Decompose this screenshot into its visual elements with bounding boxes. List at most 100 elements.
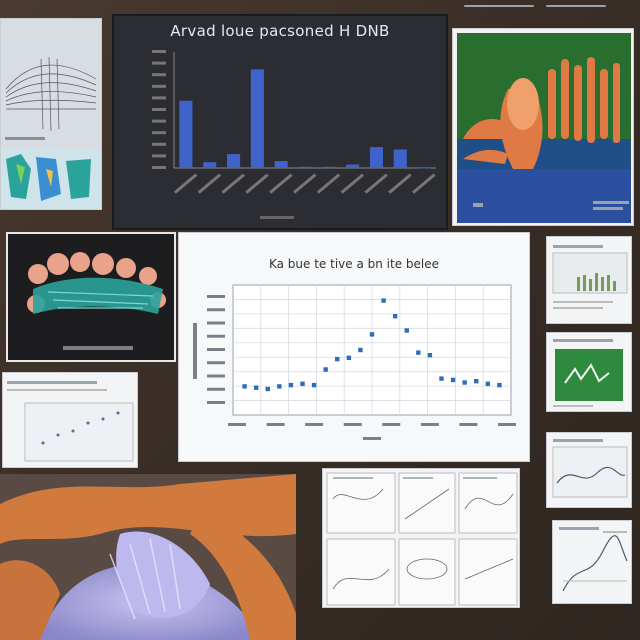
bar (393, 149, 407, 168)
scatter-y-tick-mark (207, 387, 225, 391)
data-point (335, 356, 340, 362)
bar-x-tick-mark (412, 173, 436, 194)
scatter-y-tick-mark (207, 401, 225, 404)
scatter-x-tick-mark (498, 423, 516, 426)
bar-x-tick-mark (316, 173, 341, 194)
data-point (288, 382, 294, 388)
bar-chart-title: Arvad loue pacsoned H DNB (170, 22, 390, 40)
bar (322, 166, 336, 168)
small-chart-graphic (7, 381, 134, 462)
bar (226, 154, 241, 168)
data-point (300, 381, 305, 386)
wall-top-strip (456, 0, 640, 14)
sketch-illustration (1, 19, 101, 209)
macro-coral-photo (0, 474, 296, 640)
data-point (427, 353, 433, 358)
bar-y-tick-mark (152, 96, 166, 100)
scatter-x-tick-mark (382, 423, 401, 426)
bar-y-tick-mark (152, 61, 166, 65)
data-point (485, 381, 491, 386)
data-point (265, 386, 270, 392)
scatter-x-tick-mark (420, 423, 439, 426)
document-collage (322, 468, 520, 608)
data-point (474, 379, 479, 384)
data-point (277, 384, 282, 389)
document-collage-graphic (326, 472, 518, 606)
bar-y-tick-mark (152, 108, 166, 111)
bar-y-tick-mark (152, 84, 166, 88)
bar (250, 69, 264, 168)
scatter-x-tick-mark (459, 423, 478, 426)
bar-x-tick-mark (388, 173, 412, 194)
scatter-y-tick-mark (207, 374, 225, 378)
data-point (392, 314, 398, 319)
bar-y-tick-mark (152, 73, 166, 77)
bar-y-tick-mark (152, 154, 166, 158)
data-point (439, 376, 444, 381)
bar-x-tick-mark (269, 173, 293, 194)
scatter-x-tick-mark (266, 423, 285, 426)
small-doc-3-graphic (552, 439, 628, 498)
scatter-y-tick-mark (207, 361, 225, 365)
bar-chart-panel: Arvad loue pacsoned H DNB (112, 14, 448, 230)
data-point (450, 377, 456, 383)
data-point (346, 355, 352, 360)
bar-x-tick-mark (245, 173, 269, 194)
data-point (253, 385, 259, 390)
small-doc-2-graphic (553, 339, 623, 407)
bar-x-tick-mark (221, 173, 245, 194)
bar (346, 164, 360, 168)
data-point (358, 347, 363, 353)
scatter-y-tick-mark (207, 348, 225, 351)
data-point (462, 380, 467, 385)
bar-y-tick-mark (152, 119, 166, 123)
macro-coral-graphic (0, 474, 296, 640)
scatter-chart-panel: Ka bue te tive a bn ite belee (178, 232, 530, 462)
scatter-y-tick-mark (207, 295, 225, 298)
coral-specimen-card (6, 232, 176, 362)
scatter-chart-title: Ka bue te tive a bn ite belee (268, 257, 440, 271)
bar (179, 100, 193, 168)
bar-y-tick-mark (152, 131, 166, 135)
bar-x-tick-mark (292, 173, 317, 194)
small-chart-card (2, 372, 138, 468)
scatter-y-tick-mark (207, 321, 225, 325)
scatter-y-tick-mark (207, 308, 225, 312)
bar-y-tick-mark (152, 166, 166, 169)
bar (369, 147, 384, 168)
scatter-y-label-mark (193, 323, 197, 379)
small-doc-4-graphic (559, 527, 628, 592)
bar-x-tick-mark (340, 173, 365, 194)
data-point (381, 298, 386, 303)
scatter-chart (193, 284, 516, 440)
data-point (497, 382, 502, 388)
data-point (416, 350, 421, 355)
data-point (404, 328, 409, 333)
bar (417, 168, 431, 169)
bar-y-tick-mark (152, 142, 166, 146)
small-doc-2 (546, 332, 632, 412)
data-point (323, 367, 328, 372)
scatter-y-tick-mark (207, 334, 225, 338)
bar-x-label-mark (260, 216, 294, 219)
data-point (369, 332, 375, 337)
coral-photo-card (452, 28, 634, 226)
coral-specimen (27, 252, 166, 350)
sketch-card (0, 18, 102, 210)
scatter-x-tick-mark (305, 423, 324, 426)
small-doc-4 (552, 520, 632, 604)
data-point (242, 384, 247, 389)
data-point (311, 382, 317, 388)
bar-x-tick-mark (173, 173, 198, 194)
bar (274, 161, 288, 168)
bar-x-tick-mark (197, 173, 222, 194)
small-doc-1 (546, 236, 632, 324)
bar-y-tick-mark (152, 50, 166, 53)
small-doc-3 (546, 432, 632, 508)
coral-photo (457, 33, 631, 223)
scatter-x-tick-mark (228, 423, 246, 426)
bar-chart (152, 50, 436, 219)
small-doc-1-graphic (552, 245, 628, 309)
scatter-x-label-mark (363, 437, 381, 440)
bar (203, 162, 217, 168)
